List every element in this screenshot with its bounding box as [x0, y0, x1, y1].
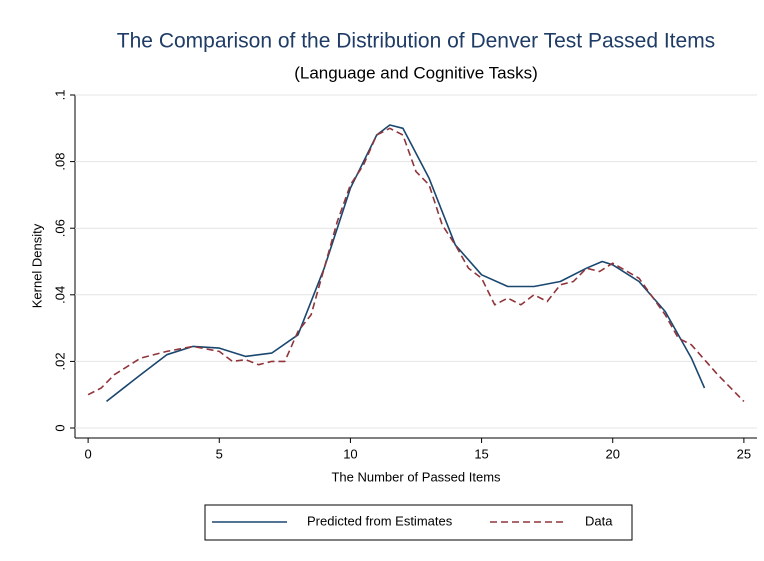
x-tick-label: 10 [343, 446, 357, 461]
x-tick-label: 15 [474, 446, 488, 461]
x-axis-label: The Number of Passed Items [331, 469, 501, 484]
y-tick-label: 0 [52, 424, 67, 431]
x-tick-label: 25 [737, 446, 751, 461]
legend-label: Predicted from Estimates [307, 513, 453, 528]
y-tick-label: .08 [52, 153, 67, 171]
chart-subtitle: (Language and Cognitive Tasks) [294, 63, 538, 82]
y-tick-label: .02 [52, 352, 67, 370]
series-line [87, 127, 745, 402]
x-tick-label: 5 [216, 446, 223, 461]
y-tick-label: .04 [52, 286, 67, 304]
x-tick-label: 0 [84, 446, 91, 461]
chart-title: The Comparison of the Distribution of De… [117, 30, 715, 53]
y-tick-label: .06 [52, 219, 67, 237]
legend-label: Data [585, 513, 613, 528]
y-tick-label: .1 [52, 90, 67, 101]
y-axis-label: Kernel Density [29, 223, 44, 308]
x-tick-label: 20 [605, 446, 619, 461]
